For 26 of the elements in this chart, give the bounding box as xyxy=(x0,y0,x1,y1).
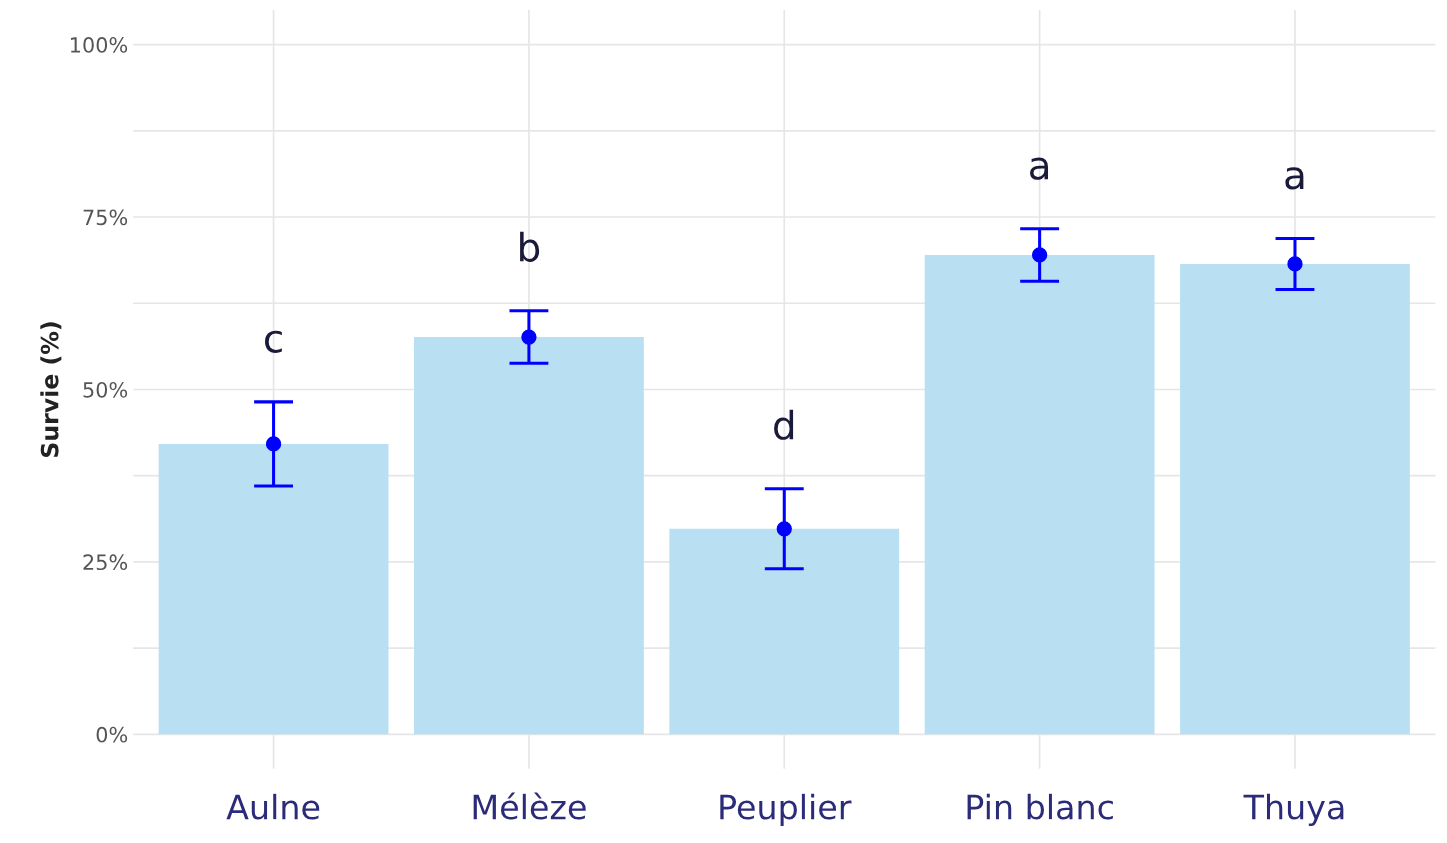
x-tick-label: Pin blanc xyxy=(967,793,1113,820)
point xyxy=(1287,256,1303,272)
x-tick-label: Thuya xyxy=(1243,793,1344,827)
annotation: a xyxy=(1030,157,1049,180)
x-tick-label: Peuplier xyxy=(720,793,852,827)
y-axis-title: Survie (%) xyxy=(40,322,62,457)
point xyxy=(265,436,282,452)
bar xyxy=(158,443,389,735)
annotation: b xyxy=(520,231,540,262)
point xyxy=(1031,247,1048,263)
bar xyxy=(924,254,1155,735)
y-tick-label: 50% xyxy=(83,381,128,398)
annotation: c xyxy=(265,330,282,353)
point xyxy=(521,329,537,345)
x-tick-label: Mélèze xyxy=(473,792,586,820)
y-tick-label: 0% xyxy=(96,726,128,743)
y-tick-label: 75% xyxy=(83,209,128,226)
bar xyxy=(1180,263,1410,735)
annotation: d xyxy=(774,409,794,440)
y-tick-label: 25% xyxy=(83,554,128,571)
y-tick-label: 100% xyxy=(70,37,128,53)
x-tick-label: Aulne xyxy=(226,793,320,820)
point xyxy=(776,521,792,537)
bar xyxy=(669,528,900,735)
bar xyxy=(414,337,644,735)
annotation: a xyxy=(1285,167,1304,190)
